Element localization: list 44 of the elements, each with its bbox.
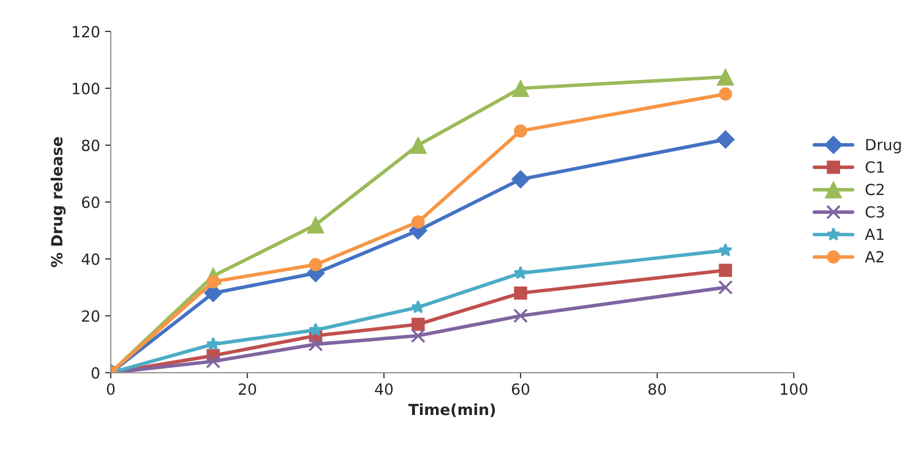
point <box>512 80 530 97</box>
y-axis-title: % Drug release <box>50 137 66 268</box>
y-tick-label: 120 <box>72 26 100 38</box>
legend-label: C2 <box>866 184 884 196</box>
x-tick-label: 80 <box>648 383 666 395</box>
point <box>514 286 528 300</box>
point <box>409 136 427 154</box>
x-tick-label: 100 <box>780 383 808 395</box>
point <box>718 280 733 295</box>
legend-label: C3 <box>866 206 884 218</box>
point <box>410 328 426 343</box>
legend-label: A2 <box>864 250 884 262</box>
x-axis-title: Time(min) <box>408 403 495 418</box>
point <box>412 215 425 229</box>
point <box>716 130 735 149</box>
point <box>206 336 220 350</box>
point <box>718 243 732 256</box>
point <box>718 264 732 277</box>
point <box>306 216 324 234</box>
point <box>309 258 322 272</box>
point <box>412 318 425 331</box>
y-tick-label: 80 <box>82 140 100 152</box>
point <box>511 170 530 188</box>
legend-label: A1 <box>864 228 884 240</box>
point <box>308 336 323 352</box>
x-tick-label: 60 <box>512 383 530 395</box>
x-tick-label: 40 <box>374 383 393 395</box>
y-tick-label: 40 <box>82 253 100 265</box>
y-tick-label: 0 <box>92 367 100 379</box>
point <box>718 87 732 101</box>
y-tick-label: 60 <box>82 196 100 208</box>
y-tick-label: 100 <box>72 82 100 94</box>
point <box>514 266 528 280</box>
point <box>206 354 221 369</box>
x-tick-label: 20 <box>238 383 256 395</box>
point <box>411 300 426 314</box>
legend-label: Drug <box>866 139 901 154</box>
legend-label: C1 <box>866 161 884 173</box>
point <box>308 322 323 336</box>
point <box>716 68 734 86</box>
x-tick-label: 0 <box>106 383 115 395</box>
point <box>513 308 528 324</box>
y-tick-label: 20 <box>82 310 100 322</box>
point <box>514 124 528 138</box>
